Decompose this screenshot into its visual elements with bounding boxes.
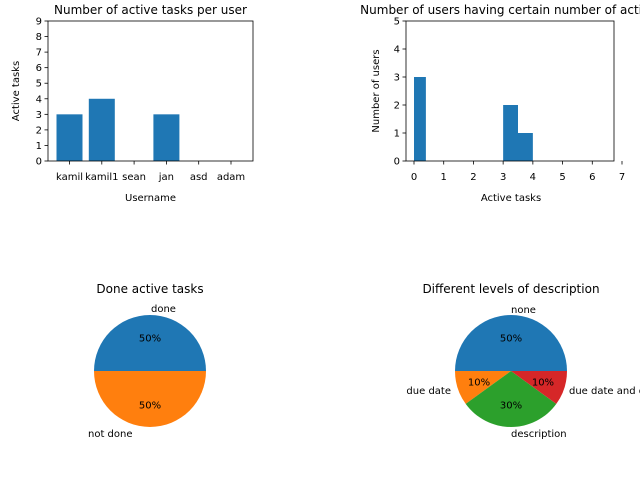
x-tick-label: sean [122, 172, 146, 183]
x-tick-label: kamil [56, 172, 83, 183]
x-tick-label: adam [217, 172, 245, 183]
y-axis-label: Number of users [371, 49, 382, 132]
pie-pct-label: 10% [468, 377, 490, 388]
x-tick-label: kamil1 [85, 172, 118, 183]
pie-pct-label: 50% [500, 333, 522, 344]
pie-slice-label: due date and description [569, 386, 640, 397]
y-tick-label: 1 [394, 129, 400, 140]
y-tick-label: 0 [36, 157, 42, 168]
y-tick-label: 5 [36, 79, 42, 90]
y-tick-label: 6 [36, 63, 42, 74]
y-axis-label: Active tasks [11, 61, 22, 121]
users-by-active-tasks-histogram: 0 1 2 3 4 5 0 1 2 3 4 5 6 7 Number of users having cer… [360, 3, 640, 204]
axes-frame [405, 20, 615, 162]
x-tick-label: 4 [530, 172, 536, 183]
pie-slice-not-done [94, 371, 206, 427]
x-axis-label: Username [125, 193, 176, 204]
pie-chart-2: 50% done 50% not done Done active tasks [88, 282, 206, 440]
y-tick-label: 5 [394, 17, 400, 28]
pie-slice-label: done [151, 304, 176, 315]
pie-slice-due-date-and-description [511, 371, 567, 404]
x-tick-label: asd [190, 172, 208, 183]
bar-kamil [56, 114, 83, 161]
x-tick-label: 7 [619, 172, 625, 183]
pie-slice-description [465, 371, 557, 428]
pie-slice-label: due date [406, 386, 451, 397]
pie-slice-done [94, 315, 206, 371]
x-tick-label: 2 [470, 172, 476, 183]
y-tick-label: 3 [394, 73, 400, 84]
histogram-bar-2 [518, 133, 533, 161]
histogram-bar-0 [414, 77, 426, 161]
pie-pct-label: 10% [532, 377, 554, 388]
y-tick-label: 0 [394, 157, 400, 168]
y-tick-label: 3 [36, 110, 42, 121]
bar-jan [153, 114, 180, 161]
pie-pct-label: 30% [500, 401, 522, 412]
x-tick-label: 0 [411, 172, 417, 183]
y-tick-label: 8 [36, 32, 42, 43]
x-tick-label: 6 [589, 172, 595, 183]
active-tasks-per-user-chart: 0 1 2 3 4 5 6 7 8 9 kamil kamil1 sean jan asd adam Numbe… [11, 3, 254, 204]
pie-slice-label: none [511, 305, 536, 316]
axes-frame [47, 20, 254, 162]
y-tick-label: 9 [36, 17, 42, 28]
histogram-bar-1 [503, 105, 518, 161]
x-tick-label: jan [158, 172, 174, 183]
pie-chart-3: 50% none 10% due date 30% description 10% due d… [406, 282, 640, 440]
chart-title: Different levels of description [422, 282, 599, 296]
x-tick-label: 1 [441, 172, 447, 183]
pie-pct-label: 50% [139, 401, 161, 412]
y-tick-label: 2 [36, 125, 42, 136]
y-tick-label: 4 [394, 45, 400, 56]
x-tick-label: 5 [559, 172, 565, 183]
y-tick-label: 1 [36, 141, 42, 152]
pie-slice-none [455, 315, 567, 371]
y-tick-label: 4 [36, 94, 42, 105]
bar-kamil1 [88, 98, 115, 161]
y-tick-label: 2 [394, 101, 400, 112]
pie-slice-label: description [511, 429, 567, 440]
x-tick-label: 3 [500, 172, 506, 183]
pie-pct-label: 50% [139, 333, 161, 344]
chart-title: Number of users having certain number of… [360, 3, 640, 17]
pie-slice-due-date [455, 371, 511, 404]
chart-title: Done active tasks [96, 282, 203, 296]
y-tick-label: 7 [36, 48, 42, 59]
pie-slice-label: not done [88, 429, 133, 440]
x-axis-label: Active tasks [481, 193, 541, 204]
chart-title: Number of active tasks per user [54, 3, 247, 17]
